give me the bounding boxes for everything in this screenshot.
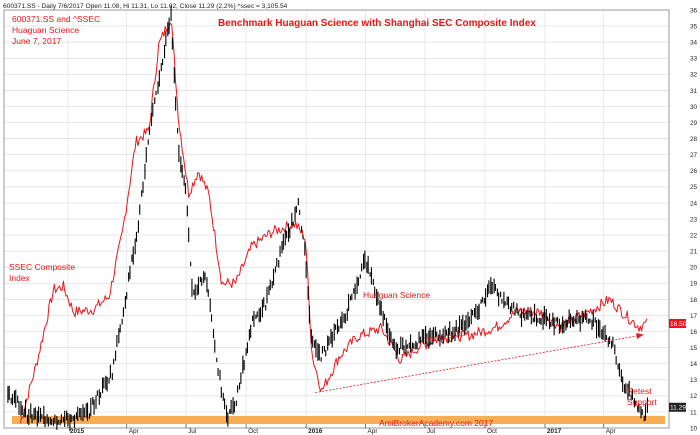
y-tick-label: 13: [690, 377, 698, 384]
x-tick-label: Jul: [427, 428, 435, 435]
y-tick-label: 24: [690, 200, 698, 207]
y-tick-label: 12: [690, 393, 698, 400]
y-tick-label: 25: [690, 184, 698, 191]
y-tick-label: 17: [690, 313, 698, 320]
ssec-label-line-1: SSEC Composite: [9, 262, 75, 272]
ssec-price-marker: 16.50: [669, 319, 687, 328]
ssec-line: [19, 22, 648, 424]
grid: [4, 9, 669, 429]
y-tick-label: 33: [690, 56, 698, 63]
trend-line: [315, 334, 644, 394]
y-tick-label: 20: [690, 265, 698, 272]
x-tick-label: Apr: [368, 428, 379, 435]
huaguan-label: Huaguan Science: [363, 290, 430, 300]
title-line-1: 600371.SS and ^SSEC: [12, 14, 100, 24]
y-tick-label: 22: [690, 232, 698, 239]
y-tick-label: 10: [690, 425, 698, 432]
trend-arrowhead: [636, 333, 644, 339]
y-tick-label: 28: [690, 136, 698, 143]
y-tick-label: 26: [690, 168, 698, 175]
title-line-3: June 7, 2017: [12, 36, 61, 46]
trend-arrow: [315, 333, 644, 394]
stock-bars: [7, 5, 649, 432]
chart-title: Benchmark Huaguan Science with Shanghai …: [218, 18, 536, 29]
x-tick-label: Jul: [188, 428, 196, 435]
y-tick-label: 15: [690, 345, 698, 352]
y-tick-label: 19: [690, 281, 698, 288]
ssec-price-text: 16.50: [670, 321, 687, 328]
x-tick-label: 2015: [70, 428, 85, 435]
y-tick-label: 16: [690, 329, 698, 336]
y-tick-label: 18: [690, 297, 698, 304]
header-info: 600371.SS - Daily 7/6/2017 Open 11.08, H…: [3, 3, 288, 10]
y-tick-label: 30: [690, 104, 698, 111]
x-tick-label: Oct: [248, 428, 258, 435]
x-axis: 2015 Apr Jul Oct 2016 Apr Jul Oct 2017 Apr: [67, 424, 617, 435]
y-tick-label: 34: [690, 40, 698, 47]
x-tick-label: Oct: [487, 428, 497, 435]
plot-frame: [3, 9, 670, 429]
x-tick-label: 2017: [547, 428, 562, 435]
y-tick-label: 14: [690, 361, 698, 368]
y-tick-label: 36: [690, 7, 698, 14]
y-tick-label: 21: [690, 249, 698, 256]
stock-price-marker: 11.29: [669, 402, 686, 412]
title-line-2: Huaguan Science: [12, 25, 79, 35]
x-tick-label: Apr: [606, 428, 617, 435]
y-tick-label: 27: [690, 152, 698, 159]
y-tick-label: 11: [690, 409, 697, 416]
y-tick-label: 29: [690, 120, 698, 127]
retest-label-line-1: Retest: [627, 386, 652, 396]
support-band: [12, 415, 665, 424]
y-axis: 10 11 12 13 14 15 16 17 18 19 20 21 22 23 24 25 26 27 28 29…: [690, 7, 698, 432]
stock-price-text: 11.29: [670, 405, 686, 412]
ssec-label-line-2: Index: [9, 273, 31, 283]
x-tick-label: 2016: [308, 428, 323, 435]
watermark: AmiBrokerAcademy.com 2017: [379, 418, 493, 428]
y-tick-label: 32: [690, 72, 698, 79]
y-tick-label: 35: [690, 23, 698, 30]
y-tick-label: 23: [690, 216, 698, 223]
retest-label-line-2: Support: [627, 397, 657, 407]
series-layer: [7, 5, 649, 432]
y-tick-label: 31: [690, 88, 698, 95]
x-tick-label: Apr: [129, 428, 140, 435]
